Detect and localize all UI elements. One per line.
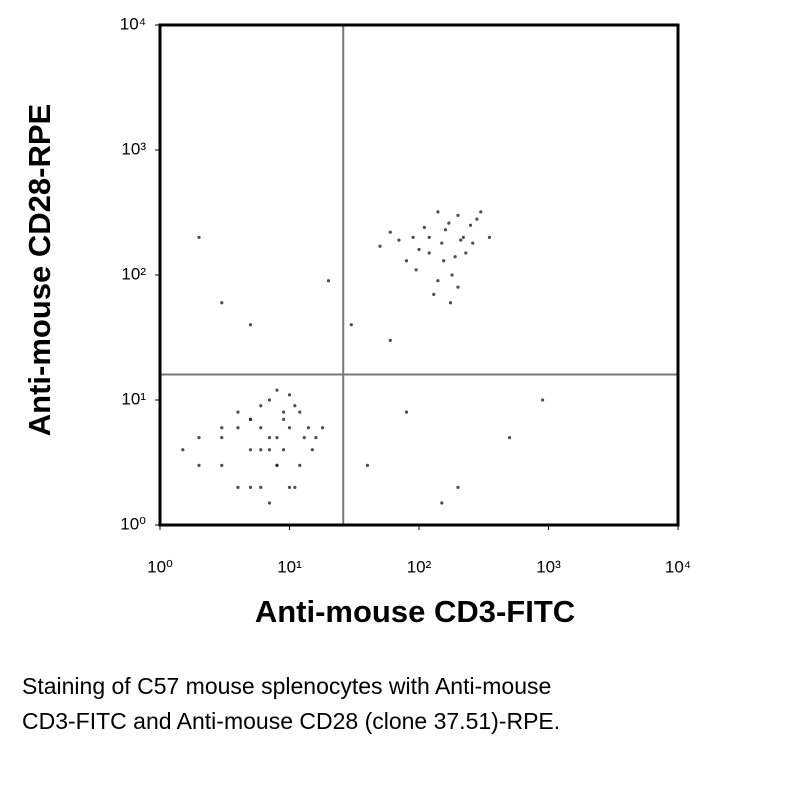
point bbox=[453, 255, 457, 259]
point bbox=[281, 417, 286, 421]
point bbox=[267, 448, 272, 452]
point bbox=[236, 485, 240, 489]
point bbox=[540, 398, 545, 402]
point bbox=[397, 238, 401, 242]
point bbox=[220, 426, 224, 430]
point bbox=[427, 251, 431, 255]
point bbox=[442, 259, 446, 263]
caption-line: Staining of C57 mouse splenocytes with A… bbox=[22, 673, 551, 699]
point bbox=[414, 268, 418, 272]
point bbox=[448, 301, 453, 305]
point bbox=[404, 259, 409, 263]
point bbox=[259, 448, 263, 452]
point bbox=[314, 436, 318, 440]
point bbox=[388, 230, 392, 234]
point bbox=[468, 223, 473, 227]
point bbox=[220, 436, 224, 440]
point bbox=[293, 404, 297, 408]
y-tick-label: 10³ bbox=[121, 139, 146, 158]
point bbox=[259, 426, 263, 430]
point bbox=[507, 436, 512, 440]
point bbox=[349, 323, 353, 327]
point bbox=[287, 426, 292, 430]
x-axis-title: Anti-mouse CD3-FITC bbox=[255, 594, 575, 629]
point bbox=[275, 436, 279, 440]
point bbox=[236, 426, 240, 430]
caption-line: CD3-FITC and Anti-mouse CD28 (clone 37.5… bbox=[22, 708, 560, 734]
point bbox=[443, 228, 448, 232]
x-tick-label: 10² bbox=[407, 557, 432, 576]
point bbox=[432, 292, 436, 296]
point bbox=[287, 393, 292, 397]
point bbox=[281, 448, 286, 452]
point bbox=[487, 235, 492, 239]
point bbox=[267, 398, 272, 402]
point bbox=[267, 436, 272, 440]
point bbox=[450, 273, 454, 277]
point bbox=[293, 485, 297, 489]
x-tick-label: 10³ bbox=[536, 557, 561, 576]
y-axis-title: Anti-mouse CD28-RPE bbox=[22, 104, 57, 436]
y-tick-label: 10² bbox=[121, 264, 146, 283]
point bbox=[197, 436, 201, 440]
x-tick-label: 10⁰ bbox=[147, 557, 173, 576]
point bbox=[464, 251, 468, 255]
point bbox=[275, 388, 279, 392]
point bbox=[471, 241, 475, 245]
plot-frame bbox=[158, 23, 680, 527]
point bbox=[298, 410, 302, 414]
point bbox=[306, 426, 311, 430]
point bbox=[259, 485, 263, 489]
point bbox=[388, 338, 392, 342]
point bbox=[326, 279, 331, 283]
point bbox=[181, 448, 185, 452]
point bbox=[220, 301, 224, 305]
point bbox=[236, 410, 240, 414]
y-tick-label: 10¹ bbox=[121, 389, 146, 408]
point bbox=[267, 501, 272, 505]
point bbox=[248, 485, 253, 489]
point bbox=[298, 463, 302, 467]
point bbox=[302, 436, 306, 440]
point bbox=[404, 410, 409, 414]
point bbox=[447, 221, 451, 225]
point bbox=[456, 285, 460, 289]
point bbox=[461, 235, 465, 239]
point bbox=[479, 210, 483, 214]
point bbox=[417, 247, 421, 252]
x-tick-label: 10¹ bbox=[277, 557, 302, 576]
point bbox=[220, 463, 224, 467]
point bbox=[197, 235, 201, 239]
point bbox=[436, 210, 440, 214]
point bbox=[456, 213, 460, 217]
point bbox=[411, 235, 415, 239]
point bbox=[287, 485, 292, 489]
point bbox=[320, 426, 325, 430]
point bbox=[427, 235, 431, 239]
x-tick-label: 10⁴ bbox=[665, 557, 691, 576]
point bbox=[197, 463, 201, 467]
point bbox=[310, 448, 314, 452]
point bbox=[440, 241, 444, 245]
point bbox=[475, 217, 479, 221]
y-tick-label: 10⁴ bbox=[120, 14, 146, 33]
point bbox=[259, 404, 263, 408]
point bbox=[281, 410, 286, 414]
point bbox=[456, 485, 460, 489]
point bbox=[459, 238, 463, 242]
point bbox=[440, 501, 444, 505]
y-tick-label: 10⁰ bbox=[120, 514, 146, 533]
point bbox=[275, 463, 279, 467]
point bbox=[248, 323, 253, 327]
point bbox=[248, 417, 253, 421]
point bbox=[378, 244, 382, 248]
point bbox=[436, 279, 440, 283]
point bbox=[365, 463, 370, 467]
point bbox=[422, 225, 426, 230]
point bbox=[248, 448, 253, 452]
